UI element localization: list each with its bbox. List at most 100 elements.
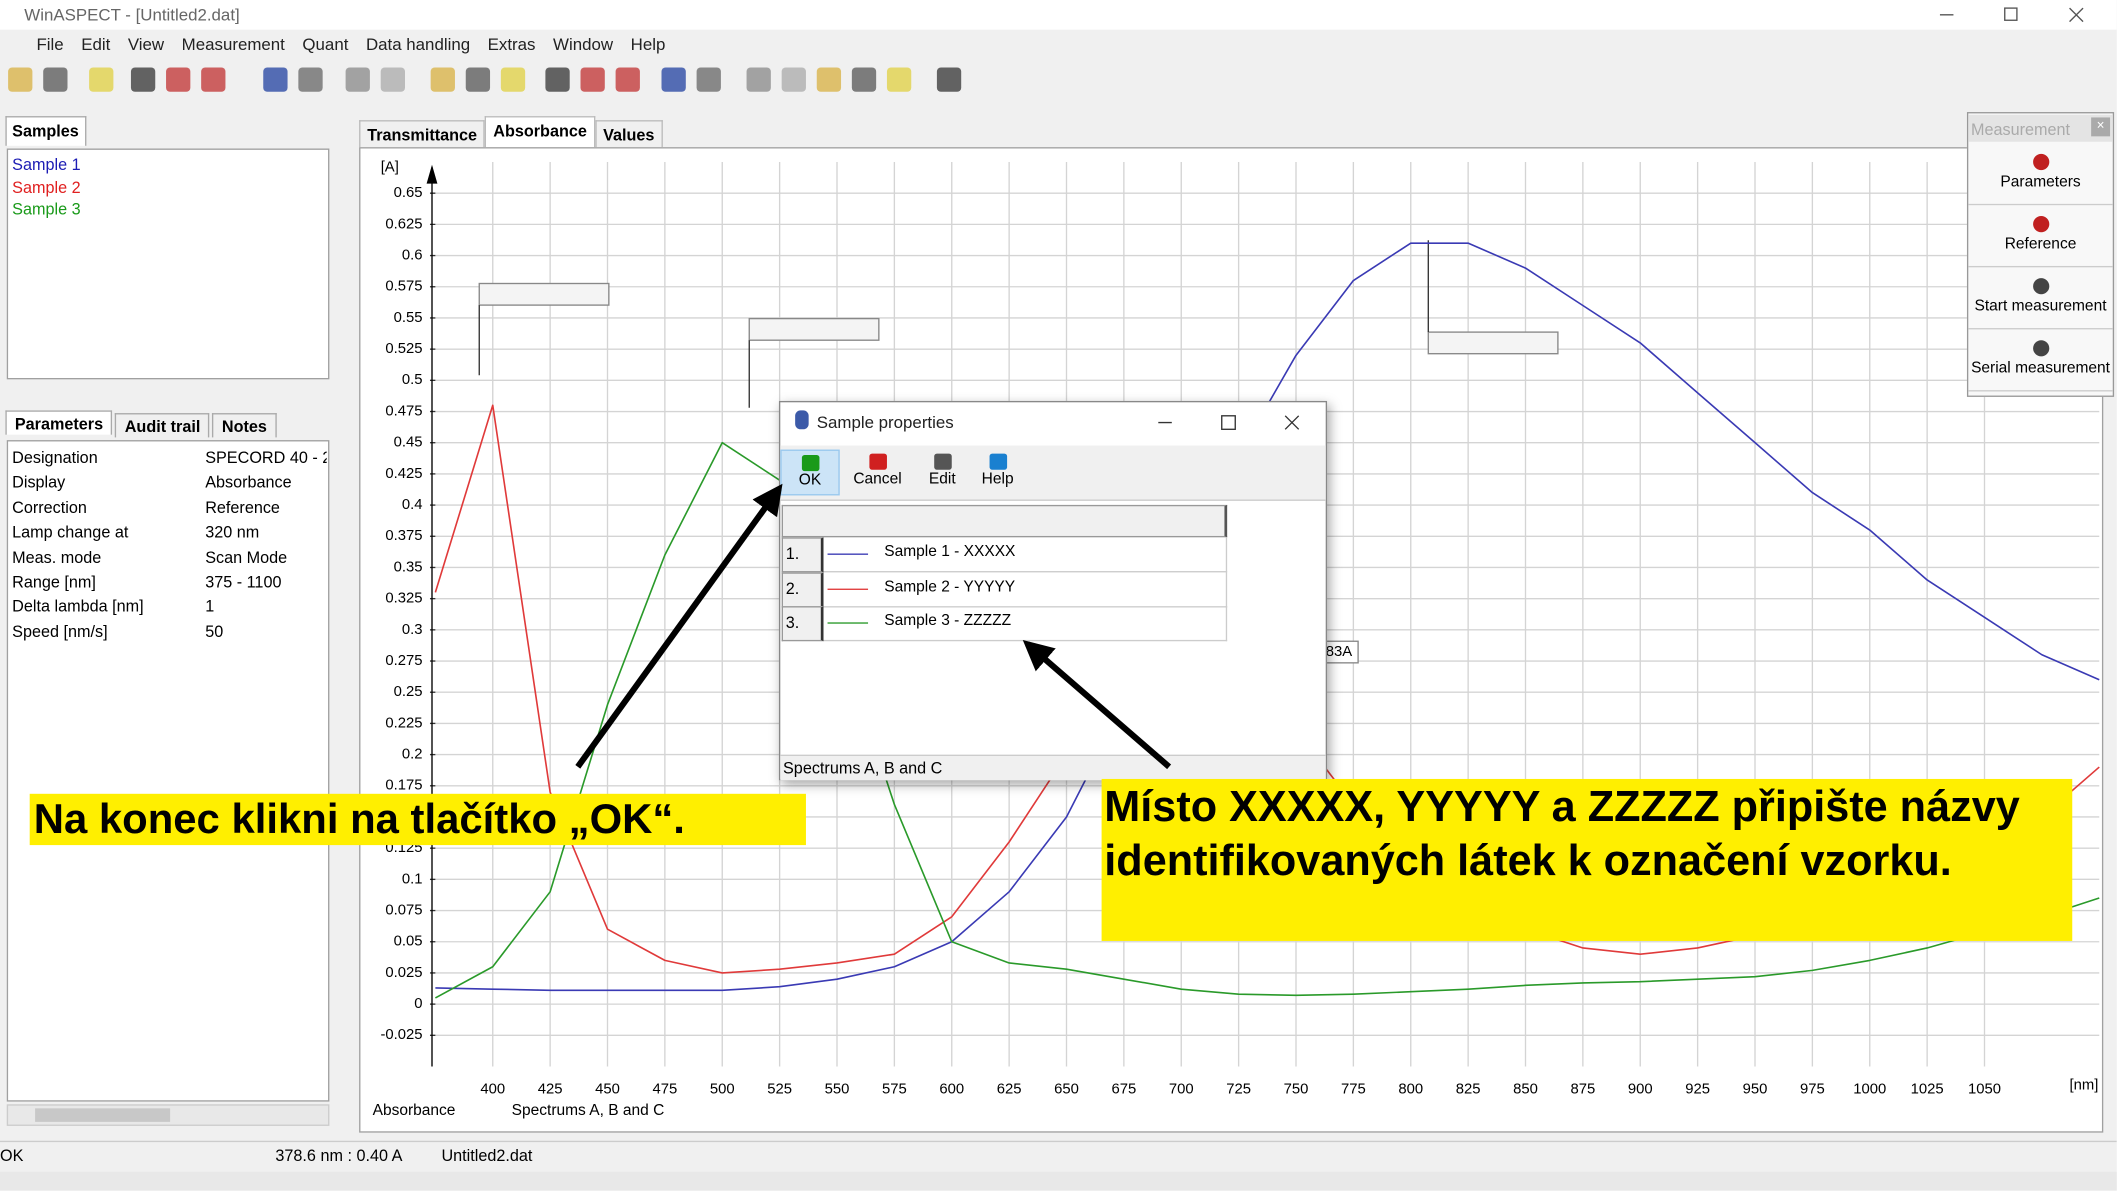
toolbar-button[interactable]: [781, 67, 806, 92]
dialog-button[interactable]: Cancel: [848, 450, 907, 496]
toolbar-button[interactable]: [615, 67, 640, 92]
toolbar-button[interactable]: [816, 67, 842, 92]
row-name[interactable]: Sample 3 - ZZZZZ: [884, 612, 1012, 630]
toolbar-button[interactable]: [8, 67, 33, 92]
sample-item[interactable]: Sample 2: [12, 177, 81, 197]
x-tick-label: 625: [997, 1081, 1022, 1097]
window-title: WinASPECT - [Untitled2.dat]: [24, 5, 240, 25]
toolbar-button[interactable]: [263, 67, 288, 92]
toolbar-button[interactable]: [380, 67, 405, 92]
y-unit: [A]: [381, 159, 399, 175]
toolbar-button[interactable]: [886, 67, 912, 92]
blurred-callout: [478, 282, 610, 306]
menu-item[interactable]: Window: [553, 35, 614, 54]
button-label: Parameters: [2000, 174, 2081, 191]
parameters-table: Designation SPECORD 40 - 23 Display Absorba…: [6, 440, 330, 1102]
dialog-controls[interactable]: [1142, 405, 1318, 440]
param-value: 375 - 1100: [205, 572, 282, 592]
toolbar-button[interactable]: [661, 67, 686, 92]
chart-footer: Absorbance: [373, 1102, 456, 1119]
x-tick-label: 500: [710, 1081, 735, 1097]
spectrum-line: [434, 441, 2100, 999]
button-icon: [2032, 153, 2049, 171]
toolbar-button[interactable]: [298, 67, 323, 92]
param-value: Reference: [205, 497, 280, 517]
toolbar-button[interactable]: [166, 67, 191, 92]
row-name[interactable]: Sample 2 - YYYYY: [884, 578, 1016, 595]
x-tick-label: 650: [1054, 1081, 1079, 1097]
row-name[interactable]: Sample 1 - XXXXX: [884, 544, 1016, 561]
panel-button[interactable]: Start measurement: [1968, 267, 2113, 330]
toolbar-button[interactable]: [201, 67, 226, 92]
menu-item[interactable]: Quant: [302, 35, 349, 54]
toolbar-button[interactable]: [936, 67, 962, 92]
toolbar-button[interactable]: [580, 67, 605, 92]
toolbar-button[interactable]: [545, 67, 570, 92]
status-field: OK: [0, 1146, 24, 1166]
y-tick-label: 0.65: [394, 185, 423, 201]
x-tick-label: 900: [1628, 1081, 1653, 1097]
x-tick-label: 750: [1284, 1081, 1309, 1097]
bottom-scrollbar[interactable]: [0, 1171, 2117, 1191]
toolbar-button[interactable]: [851, 67, 877, 92]
tab[interactable]: Audit trail: [115, 413, 210, 438]
toolbar-button[interactable]: [746, 67, 771, 92]
toolbar-button[interactable]: [430, 67, 455, 92]
button-label: Reference: [2004, 236, 2077, 253]
callout-text: 83A: [1326, 644, 1353, 660]
dialog-button[interactable]: OK: [780, 449, 840, 496]
tab[interactable]: Parameters: [5, 410, 113, 435]
sample-grid: 1. Sample 1 - XXXXX 2. Sample 2 - YYYYY 3. Sa…: [781, 504, 1228, 643]
x-tick-label: 575: [882, 1081, 907, 1097]
row-index: 1.: [785, 544, 800, 563]
y-tick-label: 0.375: [385, 528, 422, 544]
sample-item[interactable]: Sample 3: [12, 199, 81, 219]
row-index-cell: [781, 537, 824, 573]
y-tick-label: 0.075: [385, 902, 422, 918]
tab[interactable]: Notes: [212, 413, 277, 438]
dialog-button[interactable]: Edit: [913, 450, 972, 496]
sample-item[interactable]: Sample 1: [12, 155, 81, 175]
samples-tab[interactable]: Samples: [5, 116, 87, 146]
param-value: SPECORD 40 - 23: [205, 448, 327, 468]
toolbar-button[interactable]: [89, 67, 114, 92]
y-axis-arrow: [426, 164, 438, 184]
button-label: Serial measurement: [1971, 360, 2110, 377]
param-value: 320 nm: [205, 522, 260, 542]
panel-close[interactable]: ×: [2091, 117, 2111, 137]
window-controls[interactable]: [1924, 0, 2117, 30]
dialog-button[interactable]: Help: [968, 450, 1027, 496]
toolbar: [0, 62, 986, 97]
tab[interactable]: Transmittance: [359, 120, 486, 148]
x-tick-label: 425: [538, 1081, 563, 1097]
panel-button[interactable]: Parameters: [1968, 143, 2113, 206]
panel-button[interactable]: Serial measurement: [1968, 329, 2113, 392]
menu-item[interactable]: Edit: [81, 35, 111, 54]
param-label: Meas. mode: [12, 547, 102, 567]
toolbar-button[interactable]: [500, 67, 526, 92]
panel-button[interactable]: Reference: [1968, 205, 2113, 268]
tab[interactable]: Values: [594, 120, 663, 148]
menu-item[interactable]: Measurement: [181, 35, 285, 54]
param-label: Correction: [12, 497, 87, 517]
menu-item[interactable]: File: [36, 35, 64, 54]
toolbar-button[interactable]: [130, 67, 156, 92]
row-index: 2.: [785, 578, 800, 598]
toolbar-button[interactable]: [465, 67, 491, 92]
y-tick-label: 0.3: [402, 622, 423, 638]
h-scrollbar[interactable]: [6, 1104, 330, 1126]
status-field: 378.6 nm : 0.40 A: [275, 1146, 403, 1166]
x-tick-label: 875: [1570, 1081, 1595, 1097]
tab[interactable]: Absorbance: [485, 116, 595, 148]
menu-item[interactable]: Data handling: [365, 35, 471, 54]
menu-item[interactable]: Extras: [487, 35, 536, 54]
chart-tabs: Transmittance Absorbance Values: [359, 116, 663, 148]
menu-item[interactable]: Help: [630, 35, 666, 54]
x-tick-label: 775: [1341, 1081, 1366, 1097]
toolbar-button[interactable]: [345, 67, 370, 92]
toolbar-button[interactable]: [696, 67, 721, 92]
y-tick-label: 0.425: [385, 466, 422, 482]
toolbar-button[interactable]: [43, 67, 68, 92]
row-cell: [823, 537, 1228, 573]
menu-item[interactable]: View: [127, 35, 165, 54]
